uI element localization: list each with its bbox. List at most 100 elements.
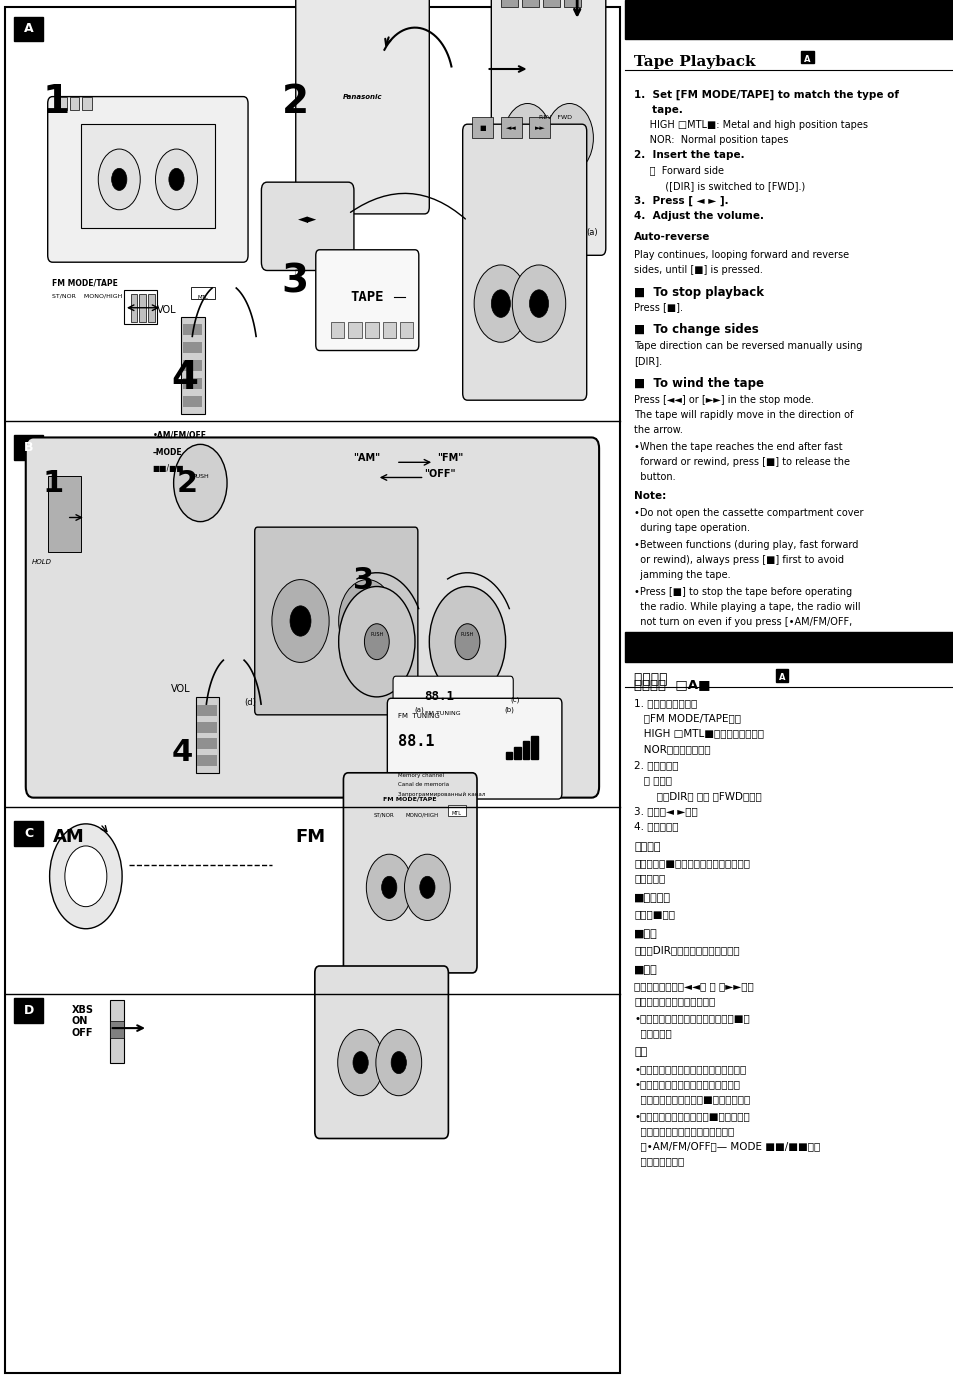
Text: 1: 1 <box>43 469 64 498</box>
Circle shape <box>155 149 197 210</box>
Text: during tape operation.: during tape operation. <box>634 523 750 533</box>
Bar <box>542 0 559 7</box>
Text: ［FM MODE/TAPE］。: ［FM MODE/TAPE］。 <box>634 713 740 723</box>
Text: Auto-reverse: Auto-reverse <box>634 232 710 241</box>
Text: 磁带播放  □A■: 磁带播放 □A■ <box>634 679 710 691</box>
Text: ■换面: ■换面 <box>634 929 658 938</box>
Circle shape <box>491 290 510 317</box>
Circle shape <box>50 824 122 929</box>
Text: ST/NOR: ST/NOR <box>374 813 395 818</box>
Text: PUSH: PUSH <box>192 473 209 479</box>
Circle shape <box>356 606 377 636</box>
Text: Ⓜ  Forward side: Ⓜ Forward side <box>634 166 723 175</box>
Circle shape <box>512 265 565 342</box>
Text: jamming the tape.: jamming the tape. <box>634 570 730 580</box>
Text: ■■/■■: ■■/■■ <box>152 464 184 473</box>
Circle shape <box>364 624 389 660</box>
Text: •使用外加功能之前（播放、快进或回: •使用外加功能之前（播放、快进或回 <box>634 1079 740 1089</box>
Bar <box>197 722 216 733</box>
Bar <box>348 322 361 338</box>
Bar <box>57 97 67 110</box>
Circle shape <box>503 104 551 172</box>
Circle shape <box>381 876 396 898</box>
Bar <box>500 117 521 138</box>
Bar <box>505 752 512 759</box>
Bar <box>183 324 202 335</box>
Circle shape <box>519 127 535 149</box>
Circle shape <box>419 876 435 898</box>
Bar <box>563 0 580 7</box>
Bar <box>14 17 43 41</box>
Text: Tape direction can be reversed manually using: Tape direction can be reversed manually … <box>634 341 862 351</box>
Circle shape <box>290 606 311 636</box>
Bar <box>5 7 619 1373</box>
Circle shape <box>112 168 127 190</box>
Text: sides, until [■] is pressed.: sides, until [■] is pressed. <box>634 265 762 275</box>
Circle shape <box>561 127 577 149</box>
Bar <box>81 124 214 228</box>
Text: ►►: ►► <box>534 124 545 131</box>
Text: ■卷带: ■卷带 <box>634 965 658 974</box>
Text: NOR：普通品位磁带: NOR：普通品位磁带 <box>634 744 710 753</box>
Text: 2: 2 <box>281 83 308 121</box>
Text: VOL: VOL <box>171 684 191 694</box>
Text: "AM": "AM" <box>353 453 379 462</box>
Bar <box>624 632 953 662</box>
Text: NOR:  Normal position tapes: NOR: Normal position tapes <box>634 135 788 145</box>
Text: •快进或回卷磁带到尽头后，按下［■］: •快进或回卷磁带到尽头后，按下［■］ <box>634 1013 749 1023</box>
Text: B: B <box>24 440 33 454</box>
Bar <box>197 755 216 766</box>
Text: The tape will rapidly move in the direction of: The tape will rapidly move in the direct… <box>634 410 853 420</box>
Text: TAPE: TAPE <box>350 290 384 304</box>
Text: 4: 4 <box>172 738 193 767</box>
Text: A: A <box>24 22 33 36</box>
Text: HIGH □MTL■：金属高品位磁带: HIGH □MTL■：金属高品位磁带 <box>634 729 763 738</box>
Text: PUSH: PUSH <box>370 632 383 638</box>
Text: Press [■].: Press [■]. <box>634 302 682 312</box>
Text: 3: 3 <box>281 262 308 301</box>
Text: 1: 1 <box>43 83 70 121</box>
FancyBboxPatch shape <box>295 0 429 214</box>
Circle shape <box>545 104 593 172</box>
Text: FM: FM <box>295 828 326 846</box>
Circle shape <box>375 1029 421 1096</box>
Bar <box>197 738 216 749</box>
Text: Note:: Note: <box>634 491 666 501</box>
Text: 4: 4 <box>172 359 198 397</box>
Text: Tape Playback: Tape Playback <box>634 55 760 69</box>
Bar <box>382 322 395 338</box>
Circle shape <box>529 290 548 317</box>
Text: 使用［DIR］可以手动切换磁带面。: 使用［DIR］可以手动切换磁带面。 <box>634 945 740 955</box>
FancyBboxPatch shape <box>48 97 248 262</box>
Text: "OFF": "OFF" <box>424 469 456 479</box>
Text: 88.1: 88.1 <box>424 690 454 702</box>
Circle shape <box>391 1052 406 1074</box>
Text: (a): (a) <box>586 228 598 237</box>
Text: 面和反向。: 面和反向。 <box>634 874 665 883</box>
Text: 2. 插入磁带。: 2. 插入磁带。 <box>634 760 679 770</box>
Circle shape <box>169 168 184 190</box>
Text: MONO/HIGH: MONO/HIGH <box>405 813 438 818</box>
Text: •Press [■] to stop the tape before operating: •Press [■] to stop the tape before opera… <box>634 586 852 596</box>
Circle shape <box>366 854 412 920</box>
Text: 3.  Press [ ◄ ► ].: 3. Press [ ◄ ► ]. <box>634 196 728 206</box>
Text: ◄►: ◄► <box>297 213 316 226</box>
Circle shape <box>65 846 107 907</box>
Text: A: A <box>803 55 810 65</box>
Text: Panasonic: Panasonic <box>342 94 382 99</box>
Text: 4.  Adjust the volume.: 4. Adjust the volume. <box>634 211 763 221</box>
Text: – MODE ■■/■■].: – MODE ■■/■■]. <box>634 632 728 642</box>
Text: 2: 2 <box>176 469 197 498</box>
Circle shape <box>474 265 527 342</box>
Text: Canal de memoria: Canal de memoria <box>397 782 449 788</box>
Circle shape <box>173 444 227 522</box>
Text: ■: ■ <box>479 124 485 131</box>
Bar <box>365 322 378 338</box>
Bar <box>14 435 43 460</box>
Text: MTL: MTL <box>197 295 208 301</box>
FancyBboxPatch shape <box>314 966 448 1138</box>
Text: the arrow.: the arrow. <box>634 425 682 435</box>
Text: Запрограммированный канал: Запрограммированный канал <box>397 792 485 798</box>
Text: •When the tape reaches the end after fast: •When the tape reaches the end after fas… <box>634 442 842 451</box>
Bar <box>195 697 219 773</box>
